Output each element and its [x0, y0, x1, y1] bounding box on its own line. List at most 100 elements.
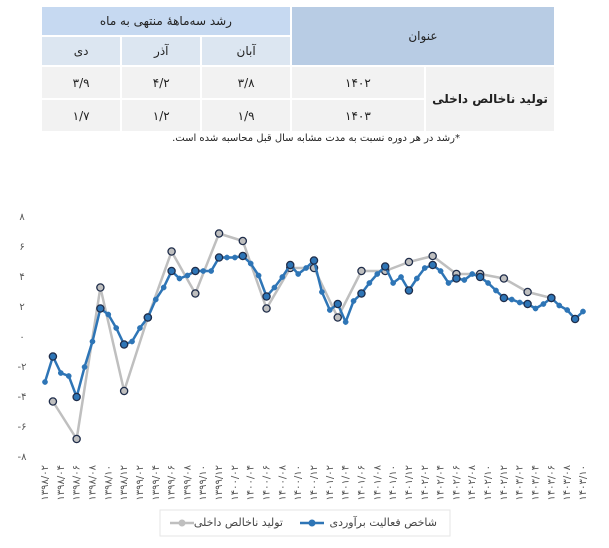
y-tick-label: ۴ — [19, 272, 24, 283]
x-tick-label: ۱۳۹۹/۰۲ — [135, 465, 146, 501]
data-point — [303, 265, 309, 271]
data-point — [508, 296, 515, 303]
data-point — [255, 272, 262, 279]
x-tick-label: ۱۳۹۹/۰۶ — [167, 465, 178, 501]
table-title: عنوان — [289, 5, 557, 67]
data-point — [469, 271, 476, 277]
series-segment — [51, 400, 78, 440]
month-header: آبان — [200, 35, 292, 67]
data-point — [208, 268, 214, 274]
x-tick-label: ۱۴۰۰/۰۶ — [262, 465, 273, 501]
legend-label: شاخص فعالیت برآوردی — [329, 515, 437, 529]
x-tick-label: ۱۴۰۳/۰۶ — [546, 465, 557, 501]
x-tick-label: ۱۴۰۱/۰۸ — [372, 464, 383, 500]
y-tick-label: -۸ — [18, 452, 28, 463]
data-point — [167, 266, 176, 276]
data-point — [48, 397, 58, 406]
y-tick-label: ۲ — [19, 302, 24, 313]
legend-box — [159, 509, 451, 537]
data-point — [461, 277, 468, 283]
x-tick-label: ۱۴۰۲/۰۶ — [451, 465, 462, 501]
data-point — [350, 298, 357, 304]
data-point — [48, 352, 58, 361]
data-point — [247, 260, 254, 267]
data-point — [143, 313, 153, 322]
summary-table: عنوان رشد سه‌ماههٔ منتهی به ماه آبان آذر… — [39, 5, 557, 133]
x-tick-label: ۱۴۰۱/۰۲ — [325, 465, 336, 501]
y-tick-label: ۰ — [19, 332, 24, 343]
data-point — [523, 287, 532, 297]
data-point — [499, 274, 509, 283]
x-tick-label: ۱۳۹۸/۰۴ — [56, 465, 67, 501]
data-point — [191, 266, 200, 276]
legend-label: تولید ناخالص داخلی — [194, 516, 283, 529]
data-point — [160, 284, 167, 291]
legend-marker — [308, 519, 316, 527]
data-point — [475, 272, 485, 282]
data-point — [105, 311, 112, 318]
x-tick-label: ۱۴۰۱/۱۰ — [388, 465, 399, 501]
row-label: تولید ناخالص داخلی — [424, 65, 556, 133]
cell: ۳/۹ — [39, 65, 123, 100]
x-tick-label: ۱۴۰۳/۰۸ — [562, 464, 573, 500]
x-tick-label: ۱۴۰۳/۰۲ — [515, 465, 526, 501]
x-tick-label: ۱۳۹۹/۱۲ — [214, 465, 225, 501]
series-segment — [75, 287, 102, 440]
data-point — [516, 299, 523, 306]
data-point — [445, 280, 452, 286]
data-point — [404, 257, 414, 267]
data-point — [184, 272, 191, 279]
x-tick-label: ۱۳۹۹/۱۰ — [198, 465, 209, 501]
data-point — [119, 386, 129, 396]
data-point — [540, 301, 547, 307]
legend-marker — [178, 519, 186, 527]
series-segment — [431, 255, 458, 275]
x-tick-label: ۱۳۹۸/۰۸ — [87, 464, 98, 500]
data-point — [96, 304, 105, 313]
x-tick-label: ۱۴۰۱/۰۴ — [341, 465, 352, 501]
data-point — [485, 280, 491, 286]
data-point — [309, 256, 319, 265]
x-tick-label: ۱۴۰۰/۰۲ — [230, 465, 241, 501]
data-point — [428, 260, 437, 270]
data-point — [357, 266, 366, 276]
table-group-header: رشد سه‌ماههٔ منتهی به ماه — [40, 5, 292, 37]
data-point — [333, 313, 342, 322]
data-point — [580, 308, 586, 315]
data-point — [57, 370, 64, 376]
data-point — [398, 274, 404, 280]
x-tick-label: ۱۴۰۰/۰۸ — [277, 464, 288, 500]
data-point — [564, 307, 571, 313]
table-note: *رشد در هر دوره نسبت به مدت مشابه سال قب… — [172, 133, 460, 144]
x-tick-label: ۱۴۰۱/۱۲ — [404, 465, 415, 501]
x-tick-label: ۱۳۹۸/۰۲ — [40, 465, 51, 501]
y-tick-label: -۶ — [18, 422, 27, 433]
data-point — [357, 289, 366, 298]
data-point — [493, 287, 499, 294]
data-point — [65, 373, 72, 379]
series-segment — [122, 317, 150, 392]
data-point — [167, 247, 176, 256]
cell: ۴/۲ — [120, 65, 203, 100]
data-point — [129, 338, 135, 345]
x-tick-label: ۱۴۰۳/۱۰ — [578, 465, 589, 501]
data-point — [326, 307, 333, 313]
y-tick-label: -۲ — [18, 362, 27, 373]
x-tick-label: ۱۴۰۲/۱۰ — [483, 465, 494, 501]
x-tick-label: ۱۴۰۲/۱۲ — [499, 465, 510, 501]
data-point — [72, 434, 81, 444]
x-tick-label: ۱۳۹۸/۰۶ — [72, 465, 83, 501]
x-tick-label: ۱۳۹۹/۰۸ — [182, 464, 193, 500]
data-point — [238, 236, 248, 246]
data-point — [428, 251, 437, 261]
month-header: آذر — [120, 35, 203, 67]
data-point — [137, 325, 143, 331]
data-point — [570, 314, 580, 324]
data-point — [380, 262, 390, 271]
data-point — [81, 364, 88, 370]
data-point — [214, 229, 224, 238]
x-tick-label: ۱۴۰۳/۰۴ — [531, 465, 542, 501]
series-segment — [99, 287, 126, 392]
cell: ۳/۸ — [200, 65, 292, 100]
data-point — [295, 271, 302, 277]
